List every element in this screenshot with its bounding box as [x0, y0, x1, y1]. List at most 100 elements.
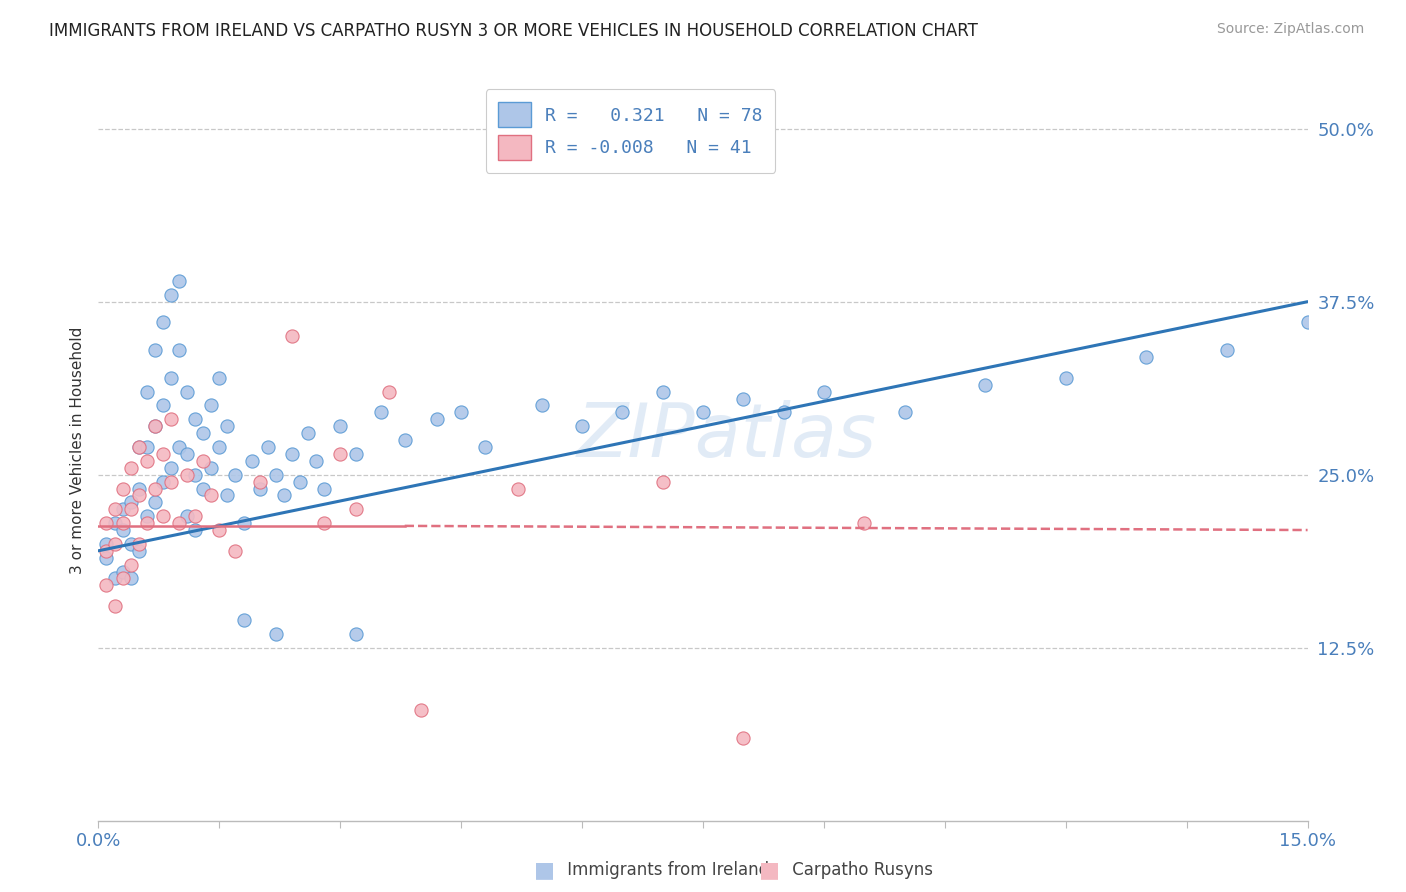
Point [176, 447, 198, 461]
Point [450, 405, 472, 419]
Point [160, 475, 183, 489]
Point [176, 509, 198, 524]
Point [273, 488, 295, 502]
Point [651, 384, 673, 399]
Point [96, 550, 118, 565]
Point [135, 509, 157, 524]
Point [103, 516, 125, 530]
Point [506, 482, 529, 496]
Point [394, 433, 416, 447]
Point [1216, 343, 1239, 358]
Point [152, 509, 174, 524]
Point [314, 482, 336, 496]
Point [135, 454, 157, 468]
Point [152, 315, 174, 329]
Point [111, 482, 134, 496]
Point [232, 516, 254, 530]
Point [208, 371, 231, 385]
Point [1296, 315, 1319, 329]
Text: Carpatho Rusyns: Carpatho Rusyns [787, 861, 934, 879]
Point [96, 578, 118, 592]
Point [224, 467, 246, 482]
Point [281, 447, 304, 461]
Point [344, 502, 367, 516]
Point [733, 731, 755, 745]
Point [103, 537, 125, 551]
Point [167, 274, 190, 288]
Point [329, 419, 352, 434]
Point [370, 405, 392, 419]
Point [813, 384, 835, 399]
Point [651, 475, 673, 489]
Point [128, 543, 150, 558]
Point [135, 516, 157, 530]
Point [120, 537, 142, 551]
Point [232, 613, 254, 627]
Point [193, 454, 215, 468]
Point [200, 460, 222, 475]
Point [96, 543, 118, 558]
Point [184, 509, 207, 524]
Point [200, 488, 222, 502]
Point [692, 405, 714, 419]
Point [224, 543, 246, 558]
Point [120, 502, 142, 516]
Point [193, 482, 215, 496]
Point [160, 287, 183, 301]
Point [426, 412, 449, 426]
Point [143, 343, 166, 358]
Point [249, 475, 271, 489]
Point [128, 482, 150, 496]
Point [474, 440, 496, 454]
Point [120, 495, 142, 509]
Point [143, 419, 166, 434]
Point [111, 572, 134, 586]
Point [184, 412, 207, 426]
Point [111, 502, 134, 516]
Point [160, 412, 183, 426]
Point [409, 703, 432, 717]
Point [853, 516, 876, 530]
Point [143, 495, 166, 509]
Point [167, 440, 190, 454]
Point [772, 405, 794, 419]
Point [344, 627, 367, 641]
Point [135, 384, 157, 399]
Point [103, 599, 125, 614]
Point [176, 467, 198, 482]
Y-axis label: 3 or more Vehicles in Household: 3 or more Vehicles in Household [69, 326, 84, 574]
Point [184, 523, 207, 537]
Point [208, 440, 231, 454]
Point [208, 523, 231, 537]
Point [152, 475, 174, 489]
Point [176, 384, 198, 399]
Point [160, 371, 183, 385]
Point [120, 572, 142, 586]
Point [264, 627, 287, 641]
Point [305, 454, 328, 468]
Point [377, 384, 399, 399]
Legend: R =   0.321   N = 78, R = -0.008   N = 41: R = 0.321 N = 78, R = -0.008 N = 41 [485, 89, 775, 173]
Point [96, 537, 118, 551]
Point [96, 516, 118, 530]
Point [103, 502, 125, 516]
Point [193, 426, 215, 441]
Point [135, 440, 157, 454]
Point [128, 537, 150, 551]
Point [256, 440, 278, 454]
Point [184, 467, 207, 482]
Point [128, 440, 150, 454]
Point [329, 447, 352, 461]
Point [120, 558, 142, 572]
Point [120, 460, 142, 475]
Point [264, 467, 287, 482]
Point [240, 454, 263, 468]
Text: Source: ZipAtlas.com: Source: ZipAtlas.com [1216, 22, 1364, 37]
Point [288, 475, 311, 489]
Point [143, 419, 166, 434]
Point [1054, 371, 1077, 385]
Point [111, 565, 134, 579]
Point [143, 482, 166, 496]
Point [111, 523, 134, 537]
Point [217, 419, 239, 434]
